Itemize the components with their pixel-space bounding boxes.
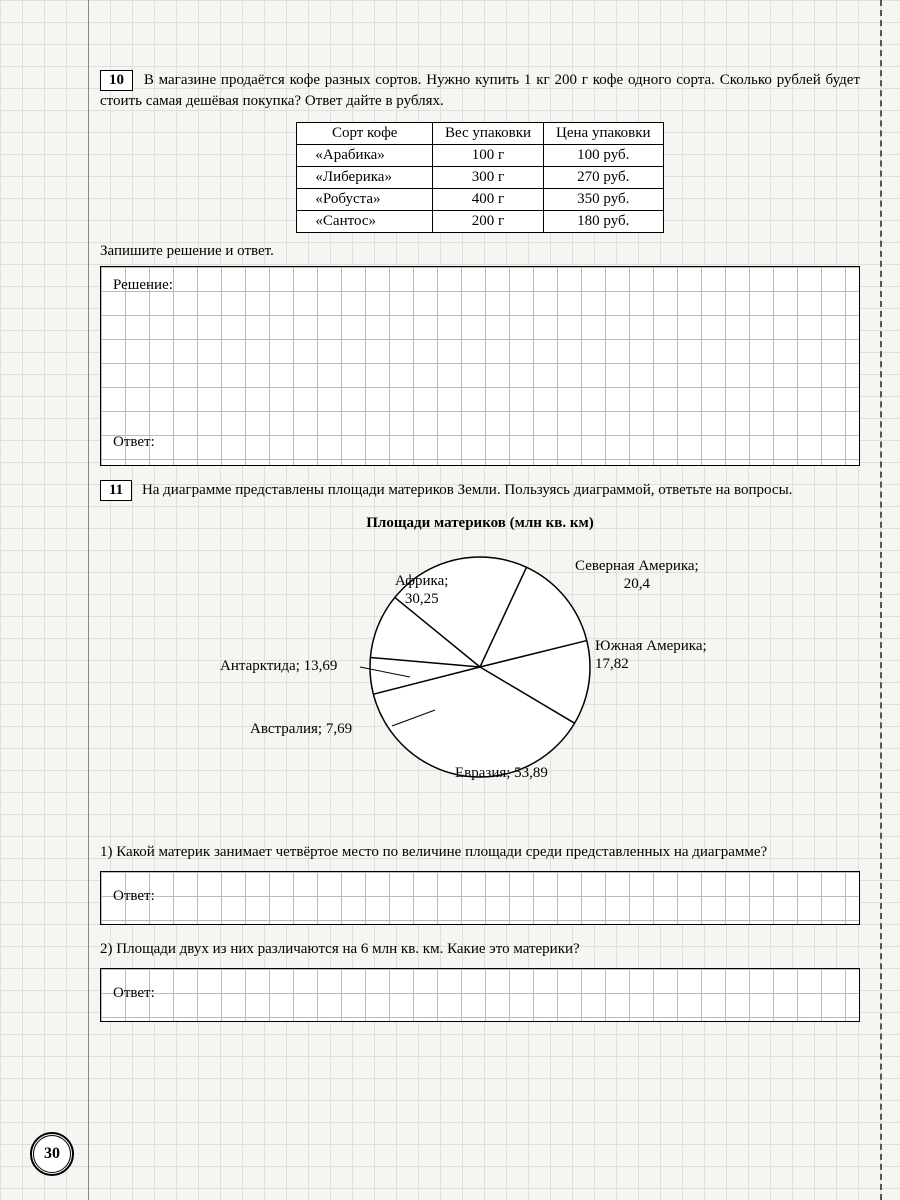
table-row: «Арабика»100 г100 руб. — [297, 145, 663, 167]
instruction-text: Запишите решение и ответ. — [100, 243, 860, 260]
pie-chart-container: Северная Америка;20,4 Африка;30,25 Южная А… — [100, 542, 860, 822]
answer-box-1[interactable]: Ответ: — [100, 871, 860, 925]
question-11: 11 На диаграмме представлены площади мат… — [100, 480, 860, 501]
page-content: 10 В магазине продаётся кофе разных сорт… — [100, 70, 860, 1036]
answer-label: Ответ: — [113, 985, 155, 1002]
margin-line — [88, 0, 89, 1200]
table-row: «Робуста»400 г350 руб. — [297, 189, 663, 211]
pie-slice-label: Антарктида; 13,69 — [220, 657, 337, 675]
table-row: «Сантос»200 г180 руб. — [297, 211, 663, 233]
table-cell: «Робуста» — [297, 189, 433, 211]
pie-slice-label: Евразия; 53,89 — [455, 764, 548, 782]
chart-title: Площади материков (млн кв. км) — [100, 515, 860, 532]
table-cell: 400 г — [432, 189, 543, 211]
table-cell: 200 г — [432, 211, 543, 233]
table-cell: 180 руб. — [544, 211, 664, 233]
coffee-table: Сорт кофе Вес упаковки Цена упаковки «Ар… — [296, 122, 663, 233]
table-cell: 270 руб. — [544, 167, 664, 189]
table-header: Вес упаковки — [432, 123, 543, 145]
table-cell: 300 г — [432, 167, 543, 189]
table-row: «Либерика»300 г270 руб. — [297, 167, 663, 189]
right-dashed-margin — [880, 0, 882, 1200]
question-11-text: На диаграмме представлены площади матери… — [142, 482, 792, 498]
table-header: Сорт кофе — [297, 123, 433, 145]
table-cell: 100 г — [432, 145, 543, 167]
question-10-text: В магазине продаётся кофе разных сортов.… — [100, 72, 860, 109]
answer-label: Ответ: — [113, 434, 155, 451]
page-number-text: 30 — [44, 1145, 60, 1163]
table-cell: «Сантос» — [297, 211, 433, 233]
table-header: Цена упаковки — [544, 123, 664, 145]
table-cell: 100 руб. — [544, 145, 664, 167]
question-number-11: 11 — [100, 480, 132, 501]
answer-box-2[interactable]: Ответ: — [100, 968, 860, 1022]
solution-box[interactable]: Решение: Ответ: — [100, 266, 860, 466]
subquestion-1: 1) Какой материк занимает четвёртое мест… — [100, 842, 860, 863]
table-cell: «Арабика» — [297, 145, 433, 167]
table-cell: «Либерика» — [297, 167, 433, 189]
question-10: 10 В магазине продаётся кофе разных сорт… — [100, 70, 860, 112]
table-cell: 350 руб. — [544, 189, 664, 211]
pie-slice-label: Южная Америка;17,82 — [595, 637, 707, 673]
question-number-10: 10 — [100, 70, 133, 91]
pie-slice-label: Африка;30,25 — [395, 572, 448, 608]
pie-slice-label: Северная Америка;20,4 — [575, 557, 699, 593]
subquestion-2: 2) Площади двух из них различаются на 6 … — [100, 939, 860, 960]
pie-slice-label: Австралия; 7,69 — [250, 720, 352, 738]
solution-label: Решение: — [113, 277, 173, 294]
page-number: 30 — [30, 1132, 74, 1176]
answer-label: Ответ: — [113, 888, 155, 905]
